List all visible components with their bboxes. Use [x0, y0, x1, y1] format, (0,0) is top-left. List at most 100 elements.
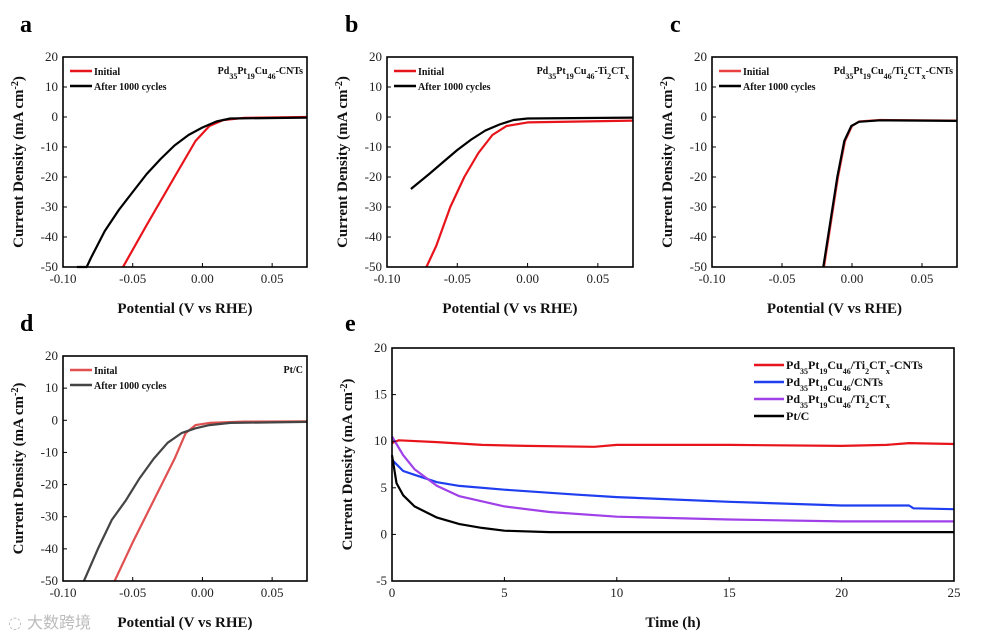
text-segment: Pt	[853, 66, 863, 77]
y-tick-label: -10	[690, 139, 707, 154]
text-segment: -CNTs	[276, 66, 304, 77]
plot-frame	[386, 56, 634, 268]
x-tick-label: -0.10	[698, 271, 725, 286]
text-sub: 35	[548, 72, 556, 81]
x-tick-label: -0.05	[119, 271, 146, 286]
text-sub: x	[886, 367, 890, 376]
y-tick-label: 0	[701, 109, 708, 124]
text-segment: Pd	[537, 66, 549, 77]
text-sub: 19	[247, 72, 255, 81]
text-segment: Pd	[786, 375, 800, 389]
text-segment: After 1000 cycles	[94, 82, 167, 93]
text-sub: 35	[800, 367, 808, 376]
series-line-1	[82, 420, 308, 582]
text-sup: -2	[334, 81, 345, 89]
x-axis-label: Potential (V vs RHE)	[442, 301, 577, 317]
series-line-0	[122, 115, 308, 268]
text-segment: Pd	[218, 66, 230, 77]
panel-letter: b	[345, 12, 358, 38]
plot-frame	[62, 56, 308, 268]
text-segment: -Ti	[594, 66, 607, 77]
text-segment: /Ti	[891, 66, 904, 77]
y-axis-label: Current Density (mA cm-2)	[659, 76, 677, 248]
x-axis-label: Potential (V vs RHE)	[767, 301, 902, 317]
text-sup: -2	[10, 388, 21, 396]
x-tick-label: 0.00	[841, 271, 864, 286]
y-tick-label: -40	[690, 229, 707, 244]
text-segment: )	[340, 379, 356, 384]
sample-annotation: Pd35Pt19Cu46/Ti2CTx-CNTs	[834, 66, 953, 81]
y-tick-label: -10	[365, 139, 382, 154]
y-tick-label: -50	[41, 573, 58, 588]
text-sub: 46	[884, 72, 892, 81]
text-sub: 2	[865, 367, 869, 376]
legend-label: Pd35Pt19Cu46/CNTs	[786, 375, 883, 393]
series-line-0	[113, 420, 308, 582]
x-tick-label: 25	[948, 585, 961, 600]
text-sup: -2	[339, 384, 350, 392]
y-tick-label: -20	[41, 169, 58, 184]
panel-letter: c	[670, 12, 681, 38]
x-tick-label: -0.05	[119, 585, 146, 600]
legend-label: Pt/C	[786, 409, 809, 423]
text-sub: 46	[843, 384, 851, 393]
x-tick-label: 5	[501, 585, 508, 600]
x-tick-label: 0.00	[191, 271, 214, 286]
text-sub: x	[886, 401, 890, 410]
text-segment: CT	[611, 66, 625, 77]
y-tick-label: -40	[41, 541, 58, 556]
y-tick-label: 0	[52, 109, 59, 124]
panel-letter: e	[345, 311, 356, 337]
x-tick-label: 10	[610, 585, 623, 600]
y-tick-label: -50	[690, 259, 707, 274]
text-sup: -2	[659, 81, 670, 89]
sample-annotation: Pd35Pt19Cu46-Ti2CTx	[537, 66, 629, 81]
y-tick-label: -10	[41, 444, 58, 459]
series-line-3	[390, 455, 954, 534]
x-tick-label: -0.05	[768, 271, 795, 286]
plot-frame	[391, 347, 955, 582]
legend-label: Pd35Pt19Cu46/Ti2CTx-CNTs	[786, 358, 923, 376]
y-tick-label: -10	[41, 139, 58, 154]
text-segment: Cu	[255, 66, 268, 77]
text-sub: x	[625, 72, 629, 81]
panel-a: a -0.10 -0.05 0.00 0.05 -50 -40 -30 -20 -10 0 10 20 P…	[10, 12, 308, 317]
text-segment: CT	[869, 392, 886, 406]
text-sub: 35	[800, 401, 808, 410]
y-tick-label: 10	[369, 79, 382, 94]
y-tick-label: -20	[41, 477, 58, 492]
x-tick-label: 0.05	[586, 271, 609, 286]
y-tick-label: 20	[369, 49, 382, 64]
legend-label: Inital	[94, 366, 118, 377]
x-axis-label: Time (h)	[645, 615, 700, 631]
y-tick-label: -50	[365, 259, 382, 274]
legend-label: Initial	[94, 67, 120, 78]
series-line-1	[410, 116, 634, 190]
text-sub: 19	[819, 367, 827, 376]
text-segment: Cu	[827, 392, 843, 406]
text-segment: )	[335, 76, 351, 81]
y-tick-label: 20	[45, 348, 58, 363]
text-sub: 19	[819, 401, 827, 410]
y-tick-label: 10	[374, 433, 387, 448]
panel-letter: d	[20, 311, 34, 337]
x-tick-label: 15	[723, 585, 736, 600]
y-tick-label: -40	[365, 229, 382, 244]
text-sub: x	[922, 72, 926, 81]
x-tick-label: 0.00	[516, 271, 539, 286]
y-tick-label: -30	[41, 509, 58, 524]
panel-letter: a	[20, 12, 32, 38]
panel-d: d -0.10 -0.05 0.00 0.05 -50 -40 -30 -20 -10 0 10 20 P…	[10, 311, 308, 631]
text-segment: Current Density (mA cm	[340, 391, 356, 550]
text-segment: Pt/C	[786, 409, 809, 423]
y-tick-label: 20	[694, 49, 707, 64]
y-tick-label: 10	[45, 380, 58, 395]
text-sub: 2	[607, 72, 611, 81]
y-axis-label: Current Density (mA cm-2)	[10, 383, 28, 555]
y-tick-label: 0	[381, 526, 388, 541]
text-segment: Cu	[871, 66, 884, 77]
x-tick-label: 0.00	[191, 585, 214, 600]
text-sub: 35	[845, 72, 853, 81]
text-segment: Inital	[94, 366, 118, 377]
